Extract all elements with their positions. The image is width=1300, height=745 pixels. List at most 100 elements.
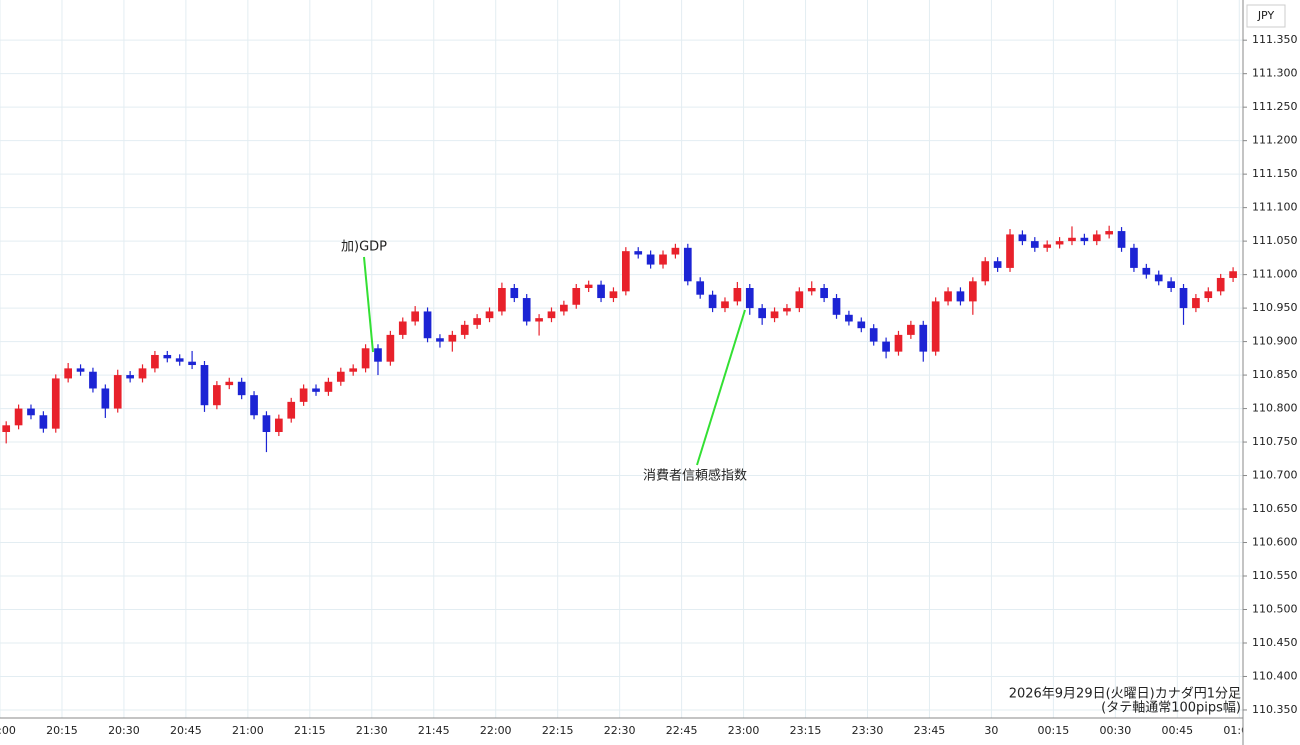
candle-body bbox=[857, 321, 866, 329]
candle-body bbox=[213, 385, 221, 406]
candle-body bbox=[262, 415, 271, 433]
candle-body bbox=[349, 368, 358, 372]
candle-body bbox=[312, 388, 320, 392]
y-tick-label: 110.800 bbox=[1252, 402, 1298, 415]
x-tick-label: 20:00 bbox=[0, 724, 16, 737]
candle-body bbox=[522, 298, 531, 322]
candle-body bbox=[126, 375, 134, 379]
x-tick-label: 21:30 bbox=[356, 724, 388, 737]
candle-body bbox=[1018, 234, 1027, 242]
candle-body bbox=[560, 304, 568, 312]
x-tick-label: 22:00 bbox=[480, 724, 512, 737]
candle-body bbox=[324, 381, 333, 392]
y-tick-label: 110.400 bbox=[1252, 669, 1298, 682]
x-tick-label: 21:45 bbox=[418, 724, 450, 737]
candle-body bbox=[89, 371, 97, 389]
candle-body bbox=[646, 254, 655, 265]
caption: (タテ軸通常100pips幅) bbox=[1101, 701, 1241, 716]
candle-body bbox=[1117, 231, 1126, 248]
candle-body bbox=[51, 378, 60, 429]
x-tick-label: 00:45 bbox=[1161, 724, 1193, 737]
candle-body bbox=[621, 251, 630, 292]
x-tick-label: 22:45 bbox=[666, 724, 698, 737]
candle-body bbox=[361, 348, 370, 369]
candle-body bbox=[151, 354, 159, 369]
y-tick-label: 110.850 bbox=[1252, 368, 1298, 381]
candle-body bbox=[820, 288, 828, 299]
candle-body bbox=[175, 358, 184, 362]
candle-body bbox=[386, 334, 395, 362]
y-tick-label: 110.450 bbox=[1252, 636, 1298, 649]
candle-body bbox=[448, 334, 457, 342]
candle-body bbox=[894, 334, 903, 352]
candle-body bbox=[1142, 267, 1151, 275]
candle-body bbox=[485, 311, 494, 319]
candle-body bbox=[27, 408, 35, 416]
x-tick-label: 00:30 bbox=[1100, 724, 1132, 737]
candle-body bbox=[733, 288, 742, 302]
candle-body bbox=[931, 301, 940, 352]
candle-body bbox=[1229, 271, 1237, 278]
candle-body bbox=[287, 401, 296, 419]
candle-body bbox=[1216, 277, 1225, 292]
candle-body bbox=[869, 328, 878, 342]
candle-body bbox=[535, 318, 543, 322]
candle-body bbox=[138, 368, 147, 379]
candle-body bbox=[411, 311, 420, 322]
candle-body bbox=[1192, 298, 1200, 309]
candle-body bbox=[1130, 247, 1138, 268]
y-tick-label: 111.050 bbox=[1252, 234, 1298, 247]
y-tick-label: 110.950 bbox=[1252, 301, 1298, 314]
candle-body bbox=[1006, 234, 1014, 268]
candle-body bbox=[473, 318, 481, 325]
candle-body bbox=[39, 415, 48, 429]
y-tick-label: 111.100 bbox=[1252, 201, 1298, 214]
x-tick-label: 20:15 bbox=[46, 724, 78, 737]
y-tick-label: 110.500 bbox=[1252, 602, 1298, 615]
candle-body bbox=[919, 324, 928, 352]
candle-body bbox=[882, 341, 890, 352]
candle-body bbox=[200, 365, 209, 406]
y-tick-label: 110.750 bbox=[1252, 435, 1298, 448]
candle-body bbox=[845, 314, 853, 322]
candle-body bbox=[807, 288, 816, 292]
y-tick-label: 110.550 bbox=[1252, 569, 1298, 582]
plot-area bbox=[0, 0, 1243, 718]
candle-body bbox=[64, 368, 73, 379]
candle-body bbox=[745, 288, 754, 309]
x-tick-label: 20:45 bbox=[170, 724, 202, 737]
candle-body bbox=[721, 301, 729, 309]
candle-body bbox=[634, 251, 643, 255]
x-tick-label: 23:00 bbox=[728, 724, 760, 737]
candle-body bbox=[1080, 237, 1089, 242]
candle-body bbox=[547, 311, 556, 319]
candle-body bbox=[498, 288, 506, 312]
annotation-line bbox=[363, 256, 374, 353]
candle-body bbox=[907, 324, 915, 335]
candle-body bbox=[274, 418, 283, 433]
x-tick-label: 22:15 bbox=[542, 724, 574, 737]
candle-body bbox=[993, 261, 1002, 268]
candle-body bbox=[1068, 237, 1076, 242]
candle-body bbox=[832, 298, 841, 315]
candle-body bbox=[374, 348, 382, 362]
candle-body bbox=[423, 311, 432, 339]
x-tick-label: 21:00 bbox=[232, 724, 264, 737]
candle-body bbox=[225, 381, 234, 386]
y-tick-label: 111.300 bbox=[1252, 67, 1298, 80]
x-tick-label: 21:15 bbox=[294, 724, 326, 737]
candle-body bbox=[1154, 274, 1163, 282]
candle-body bbox=[14, 408, 23, 426]
candle-body bbox=[460, 324, 469, 335]
candle-body bbox=[1179, 288, 1188, 309]
candle-body bbox=[981, 261, 990, 282]
caption: 2026年9月29日(火曜日)カナダ円1分足 bbox=[1009, 687, 1241, 702]
candle-body bbox=[944, 291, 952, 302]
y-tick-label: 110.650 bbox=[1252, 502, 1298, 515]
x-tick-label: 30 bbox=[984, 724, 998, 737]
x-tick-label: 22:30 bbox=[604, 724, 636, 737]
candle-body bbox=[76, 368, 85, 372]
candle-body bbox=[795, 291, 804, 309]
candle-body bbox=[1030, 241, 1039, 248]
candle-body bbox=[163, 354, 172, 359]
